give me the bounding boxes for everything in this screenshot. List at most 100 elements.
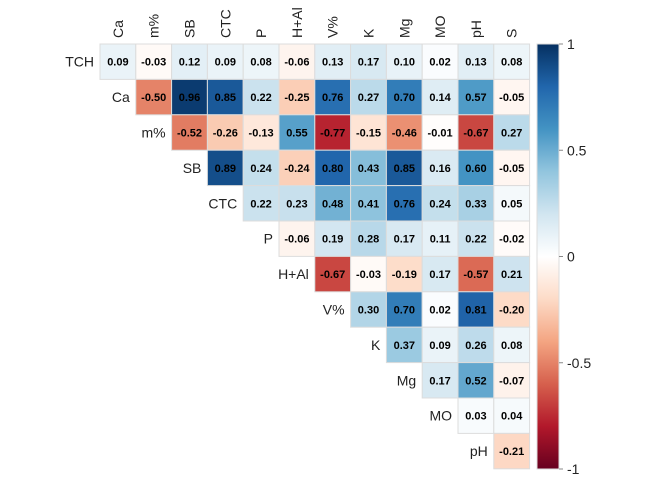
cell-value-label: 0.30: [358, 305, 379, 317]
colorbar: 1 0.5 0 -0.5 -1: [536, 36, 591, 477]
heatmap-cell: [493, 326, 531, 364]
cell-value-label: -0.05: [499, 92, 524, 104]
heatmap-cell: [314, 78, 352, 116]
cell-value-label: -0.01: [428, 128, 453, 140]
heatmap-cell: [493, 291, 531, 328]
heatmap-cell: [350, 291, 387, 328]
cell-value-label: 0.22: [250, 198, 271, 210]
cell-value-label: 0.08: [501, 340, 522, 352]
cell-value-label: 0.16: [429, 163, 450, 175]
row-label: MO: [429, 408, 452, 424]
cell-value-label: -0.03: [356, 269, 381, 281]
heatmap-cell: [493, 114, 531, 151]
cell-value-label: 0.11: [430, 234, 451, 246]
cell-value-label: -0.15: [356, 128, 381, 140]
column-labels: Ca m% SB CTC P H+Al V% K Mg MO pH S: [110, 7, 520, 38]
row-label: P: [264, 231, 273, 247]
colorbar-tick-label: 0.5: [567, 142, 587, 158]
heatmap-cell: [421, 43, 459, 80]
colorbar-tick-label: 1: [567, 36, 575, 52]
heatmap-cell: [385, 78, 423, 116]
row-label: pH: [470, 443, 488, 459]
heatmap-cell: [350, 220, 387, 257]
cell-value-label: 0.12: [179, 57, 200, 69]
cell-value-label: -0.13: [249, 128, 274, 140]
cell-value-label: 0.09: [107, 57, 128, 69]
heatmap-cell: [457, 220, 495, 257]
cell-value-label: 0.02: [429, 57, 450, 69]
cell-value-label: -0.20: [499, 305, 524, 317]
cell-value-label: 0.55: [286, 128, 307, 140]
cell-value-label: 0.80: [322, 163, 343, 175]
cell-value-label: 0.22: [465, 234, 486, 246]
cell-value-label: 0.76: [322, 92, 343, 104]
cell-value-label: -0.06: [284, 57, 309, 69]
heatmap-cell: [278, 114, 316, 151]
column-label: pH: [468, 20, 484, 38]
cell-value-label: 0.08: [501, 57, 522, 69]
cell-value-label: 0.81: [465, 305, 486, 317]
cell-value-label: 0.70: [394, 305, 415, 317]
heatmap-cell: [493, 78, 531, 116]
cell-value-label: 0.21: [501, 269, 522, 281]
column-label: m%: [146, 14, 162, 38]
cell-value-label: -0.19: [392, 269, 417, 281]
heatmap-cell: [278, 149, 316, 187]
cell-value-label: 0.89: [215, 163, 236, 175]
colorbar-gradient: [536, 43, 560, 470]
row-label: Ca: [112, 89, 130, 105]
heatmap-cell: [314, 185, 352, 222]
cell-value-label: 0.03: [465, 411, 486, 423]
cell-value-label: 0.27: [501, 128, 522, 140]
cell-value-label: 0.23: [286, 198, 307, 210]
cell-value-label: -0.52: [177, 128, 202, 140]
heatmap-cell: [493, 149, 531, 187]
cell-value-label: 0.17: [429, 375, 450, 387]
cell-value-label: 0.17: [394, 234, 415, 246]
column-label: H+Al: [289, 7, 305, 38]
cell-value-label: 0.09: [215, 57, 236, 69]
heatmap-cell: [421, 220, 459, 257]
cell-value-label: -0.26: [213, 128, 238, 140]
column-label: P: [253, 29, 269, 38]
cell-value-label: -0.02: [499, 234, 524, 246]
heatmap-cell: [493, 432, 531, 470]
heatmap-cell: [278, 220, 316, 257]
row-label: H+Al: [278, 266, 309, 282]
cell-value-label: 0.26: [465, 340, 486, 352]
cell-value-label: 0.05: [501, 198, 522, 210]
cell-value-label: 0.17: [429, 269, 450, 281]
cell-value-label: -0.67: [320, 269, 345, 281]
heatmap-cell: [421, 362, 459, 399]
heatmap-cell: [278, 43, 316, 80]
column-label: V%: [325, 16, 341, 38]
cell-value-label: 0.10: [394, 57, 415, 69]
cell-value-label: 0.17: [358, 57, 379, 69]
cell-value-label: -0.77: [320, 128, 345, 140]
cell-value-label: 0.28: [358, 234, 379, 246]
heatmap-cell: [314, 149, 352, 187]
row-labels: TCH Ca m% SB CTC P H+Al V% K Mg MO pH: [65, 54, 488, 459]
heatmap-cell: [421, 291, 459, 328]
cell-value-label: -0.03: [141, 57, 166, 69]
column-label: S: [504, 29, 520, 38]
cell-value-label: 0.24: [429, 198, 451, 210]
row-label: CTC: [208, 195, 237, 211]
cell-value-label: 0.48: [322, 198, 343, 210]
cell-value-label: -0.07: [499, 375, 524, 387]
row-label: SB: [183, 160, 202, 176]
cell-value-label: 0.96: [179, 92, 200, 104]
heatmap-cell: [385, 326, 423, 364]
cell-value-label: 0.22: [250, 92, 271, 104]
heatmap-cell: [314, 114, 352, 151]
cell-value-label: 0.02: [429, 305, 450, 317]
heatmap-cell: [457, 397, 495, 434]
heatmap-cell: [350, 114, 387, 151]
colorbar-tick-label: -1: [567, 461, 580, 477]
heatmap-cell: [350, 43, 387, 80]
cell-value-label: -0.50: [141, 92, 166, 104]
heatmap-cell: [457, 362, 495, 399]
heatmap-cell: [135, 43, 173, 80]
cell-value-label: 0.76: [394, 198, 415, 210]
